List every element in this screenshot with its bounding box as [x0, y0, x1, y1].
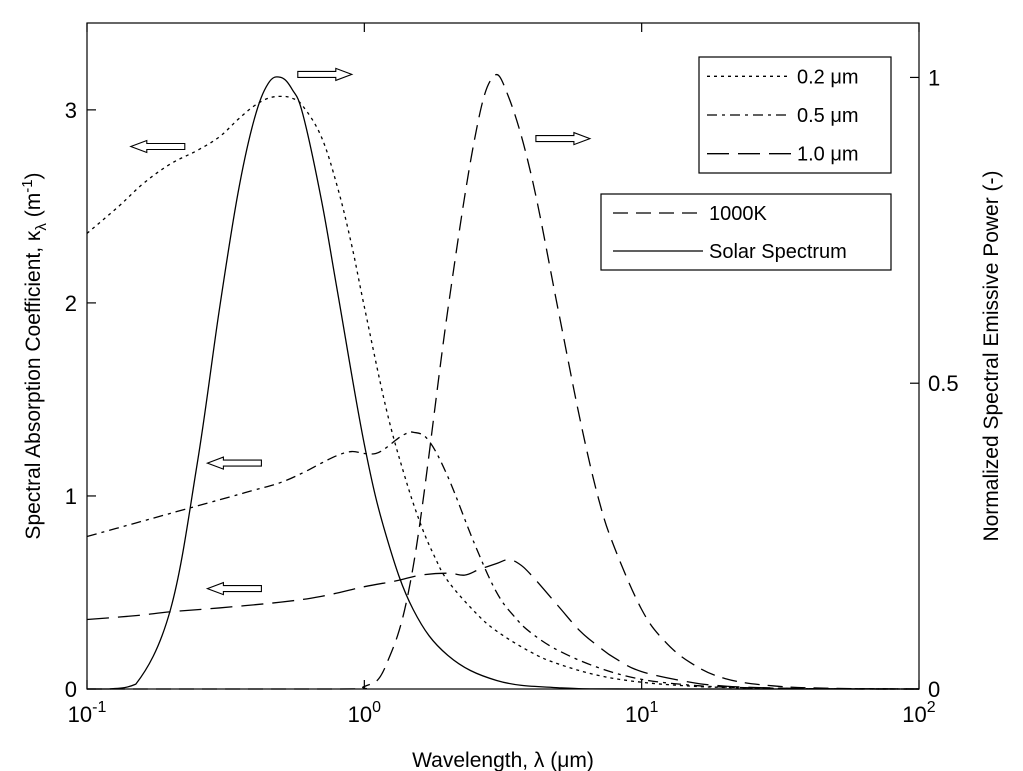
axis-ticks: [86, 23, 920, 690]
x-tick-label: 100: [348, 699, 381, 727]
x-tick-label: 10-1: [68, 699, 107, 727]
y-left-tick-label: 3: [65, 98, 77, 123]
x-tick-label: 101: [625, 699, 658, 727]
legend-absorption-box: [698, 56, 892, 174]
y-axis-left-label: Spectral Absorption Coefficient, κλ (m-1…: [19, 172, 50, 539]
series-line-solar-spectrum: [87, 76, 919, 690]
legend-absorption: 0.2 μm 0.5 μm 1.0 μm: [698, 56, 892, 174]
y-left-tick-label: 2: [65, 291, 77, 316]
y-axis-left-label-main: Spectral Absorption Coefficient, κ: [22, 230, 45, 539]
y-left-tick-label: 1: [65, 484, 77, 509]
y-right-tick-label: 1: [928, 65, 940, 90]
legend-label-0-2-um: 0.2 μm: [797, 66, 859, 88]
x-axis-label: Wavelength, λ (μm): [412, 749, 594, 771]
annotation-arrows: [129, 67, 592, 596]
arrow-left-1-0-um: [205, 581, 262, 596]
y-axis-left-label-unit-open: (m: [22, 193, 45, 223]
legend-emission-box: [600, 193, 892, 271]
y-right-tick-label: 0: [928, 677, 940, 702]
y-axis-right-label: Normalized Spectral Emissive Power (-): [980, 170, 1003, 541]
arrow-right-solar-spectrum: [297, 67, 354, 82]
series-line-0-2-um: [86, 95, 920, 690]
plot-frame: [86, 22, 920, 690]
arrow-left-0-5-um: [205, 456, 262, 470]
legend-label-1-0-um: 1.0 μm: [797, 144, 859, 166]
y-axis-left-label-superscript: -1: [19, 179, 36, 192]
legend-label-0-5-um: 0.5 μm: [797, 105, 859, 127]
series-line-1-0-um: [86, 559, 920, 690]
y-axis-left-label-subscript: λ: [33, 223, 50, 231]
x-tick-label: 102: [902, 699, 935, 727]
legend-emission: 1000K Solar Spectrum: [600, 193, 892, 271]
arrow-left-0-2-um: [129, 139, 186, 154]
y-right-tick-label: 0.5: [928, 371, 959, 396]
y-axis-left-label-unit-close: ): [22, 172, 45, 179]
legend-label-1000k: 1000K: [709, 203, 767, 225]
y-left-tick-label: 0: [65, 677, 77, 702]
legend-label-solar-spectrum: Solar Spectrum: [709, 241, 847, 263]
series-curves: [86, 73, 920, 690]
series-line-1000k: [87, 73, 920, 690]
series-line-0-5-um: [86, 431, 920, 690]
arrow-right-1000k: [535, 131, 592, 146]
